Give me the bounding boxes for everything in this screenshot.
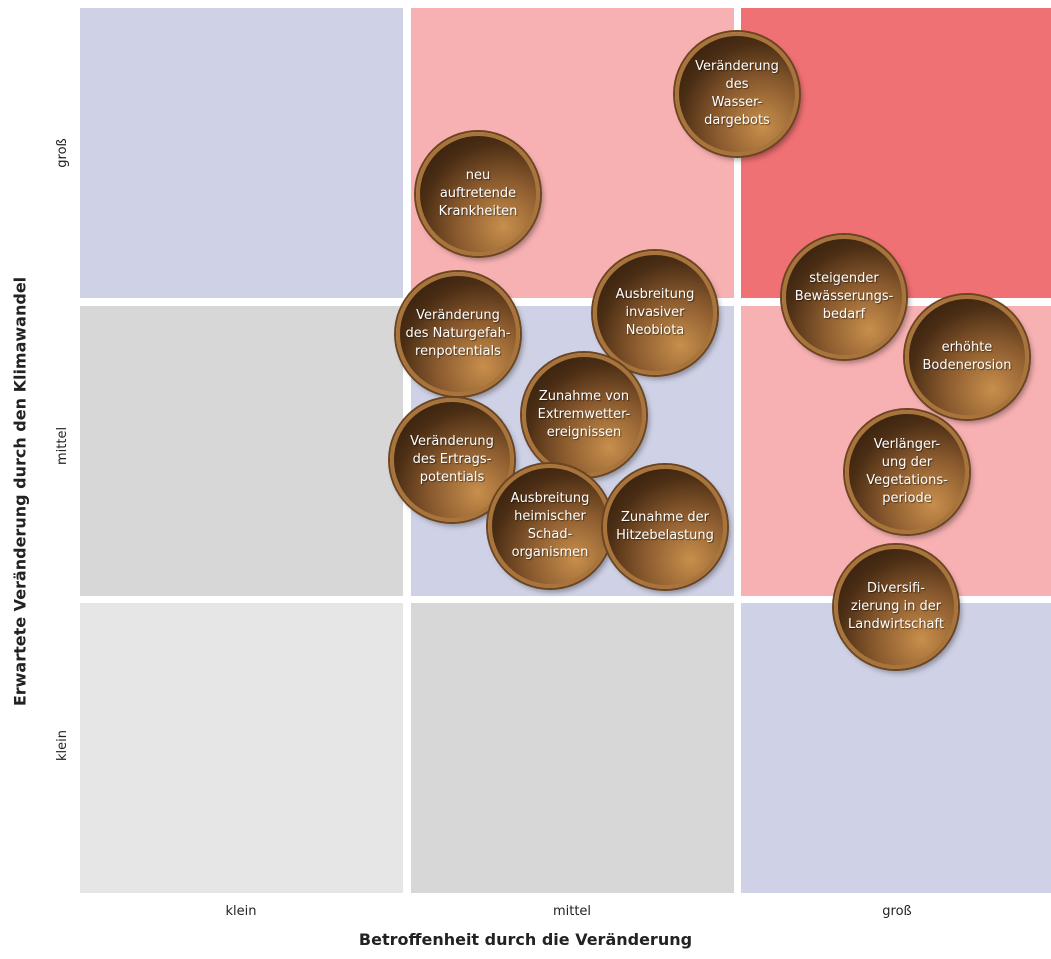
bubble-diversifizierung-label: Diversifi- zierung in der Landwirtschaft bbox=[848, 581, 944, 632]
bubble-naturgefahren-label: Veränderung des Naturgefah- renpotential… bbox=[405, 308, 511, 359]
bubble-bewaesserung-label: steigender Bewässerungs- bedarf bbox=[794, 271, 894, 322]
bubble-hitzebelastung: Zunahme der Hitzebelastung bbox=[603, 465, 727, 589]
bubble-schadorganismen-label: Ausbreitung heimischer Schad- organismen bbox=[510, 491, 590, 560]
bubble-vegetationsperiode: Verlänger- ung der Vegetations- periode bbox=[845, 410, 969, 534]
bubble-ertragspotential-label: Veränderung des Ertrags- potentials bbox=[410, 434, 494, 485]
x-tick-mittel: mittel bbox=[552, 904, 592, 919]
bubble-diversifizierung: Diversifi- zierung in der Landwirtschaft bbox=[834, 545, 958, 669]
bubble-bodenerosion: erhöhte Bodenerosion bbox=[905, 295, 1029, 419]
matrix-cell-r0-c0 bbox=[80, 8, 403, 298]
bubble-vegetationsperiode-label: Verlänger- ung der Vegetations- periode bbox=[866, 437, 948, 506]
bubble-neobiota: Ausbreitung invasiver Neobiota bbox=[593, 251, 717, 375]
y-tick-klein: klein bbox=[55, 730, 70, 761]
matrix-cell-r2-c0 bbox=[80, 603, 403, 893]
bubble-extremwetter: Zunahme von Extremwetter- ereignissen bbox=[522, 353, 646, 477]
x-tick-klein: klein bbox=[225, 904, 257, 919]
bubble-extremwetter-label: Zunahme von Extremwetter- ereignissen bbox=[537, 389, 631, 440]
bubble-neobiota-label: Ausbreitung invasiver Neobiota bbox=[615, 287, 695, 338]
bubble-naturgefahren: Veränderung des Naturgefah- renpotential… bbox=[396, 272, 520, 396]
matrix-cell-r1-c0 bbox=[80, 306, 403, 596]
y-tick-gross: groß bbox=[55, 138, 70, 168]
y-tick-mittel: mittel bbox=[55, 426, 70, 465]
bubble-wasserdargebot-label: Veränderung des Wasser- dargebots bbox=[695, 59, 779, 128]
bubble-wasserdargebot: Veränderung des Wasser- dargebots bbox=[675, 32, 799, 156]
matrix-cell-r0-c2 bbox=[741, 8, 1051, 298]
bubble-bewaesserung: steigender Bewässerungs- bedarf bbox=[782, 235, 906, 359]
bubble-krankheiten-label: neu auftretende Krankheiten bbox=[438, 168, 518, 219]
bubble-krankheiten: neu auftretende Krankheiten bbox=[416, 132, 540, 256]
bubble-schadorganismen: Ausbreitung heimischer Schad- organismen bbox=[488, 464, 612, 588]
x-axis-label: Betroffenheit durch die Veränderung bbox=[358, 930, 693, 949]
bubble-bodenerosion-label: erhöhte Bodenerosion bbox=[922, 340, 1012, 373]
bubble-hitzebelastung-label: Zunahme der Hitzebelastung bbox=[616, 510, 714, 543]
y-axis-label: Erwartete Veränderung durch den Klimawan… bbox=[10, 276, 30, 707]
matrix-cell-r2-c1 bbox=[411, 603, 734, 893]
x-tick-gross: groß bbox=[882, 904, 912, 919]
